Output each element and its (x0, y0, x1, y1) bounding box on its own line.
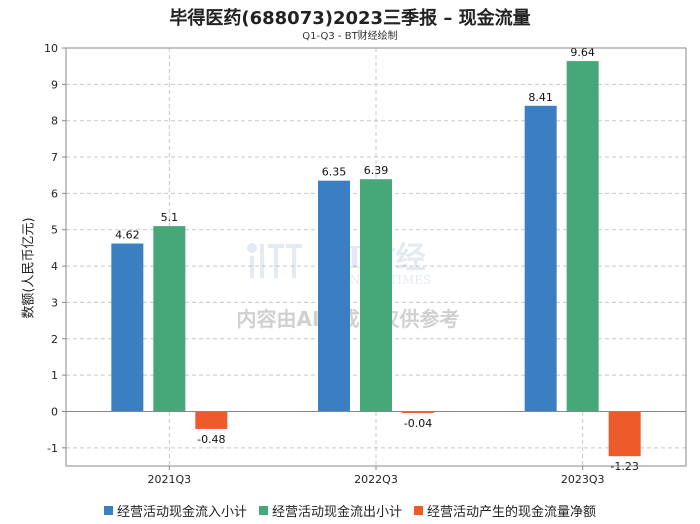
bar (566, 61, 599, 412)
bar (318, 180, 350, 412)
data-label: 8.41 (528, 91, 553, 104)
y-tick-label: 9 (51, 78, 58, 91)
y-tick-label: 0 (51, 405, 58, 418)
x-tick-label: 2023Q3 (561, 473, 605, 486)
bar (153, 226, 186, 412)
chart-subtitle: Q1-Q3 - BT财经绘制 (302, 31, 398, 42)
y-tick-label: 10 (44, 42, 58, 55)
x-tick-label: 2021Q3 (148, 473, 192, 486)
plot-frame (65, 47, 687, 467)
legend-swatch (103, 506, 113, 515)
legend: 经营活动现金流入小计 经营活动现金流出小计 经营活动产生的现金流量净额 (0, 501, 700, 520)
y-tick-label: 7 (51, 151, 58, 164)
bar (111, 243, 144, 412)
legend-item: 经营活动产生的现金流量净额 (414, 501, 596, 520)
bars (111, 61, 641, 457)
data-label: -0.48 (197, 433, 225, 446)
legend-item: 经营活动现金流出小计 (258, 501, 402, 520)
data-label: 4.62 (115, 229, 140, 242)
y-tick-label: 3 (51, 296, 58, 309)
y-axis-label: 数额(人民币亿元) (21, 217, 37, 319)
bar (608, 411, 641, 457)
data-labels: 4.62 6.35 8.41 5.1 6.39 9.64 -0.48 -0.04 -1.23 (115, 46, 639, 473)
axes: -1 0 1 2 3 4 5 6 7 8 9 10 2021Q3 2022Q3 2023Q3 (44, 42, 687, 486)
data-label: -1.23 (610, 460, 638, 473)
y-tick-label: -1 (47, 442, 58, 455)
data-label: 6.35 (322, 166, 347, 179)
y-tick-label: 1 (51, 369, 58, 382)
legend-label: 经营活动产生的现金流量净额 (427, 505, 597, 520)
y-tick-label: 5 (51, 224, 58, 237)
chart-title: 毕得医药(688073)2023三季报 – 现金流量 (169, 8, 531, 29)
y-tick-label: 4 (51, 260, 58, 273)
bar (402, 411, 434, 413)
y-tick-label: 2 (51, 333, 58, 346)
y-tick-label: 6 (51, 187, 58, 200)
data-label: 9.64 (570, 46, 595, 59)
legend-label: 经营活动现金流出小计 (271, 505, 402, 520)
legend-item: 经营活动现金流入小计 (103, 501, 247, 520)
bar (360, 179, 392, 412)
x-tick-label: 2022Q3 (354, 473, 398, 486)
data-label: -0.04 (404, 417, 432, 430)
legend-swatch (258, 506, 268, 515)
data-label: 5.1 (161, 211, 179, 224)
bar (195, 411, 228, 429)
bt-logo-icon (247, 243, 302, 278)
bar (524, 105, 557, 412)
legend-swatch (414, 506, 423, 515)
data-label: 6.39 (364, 164, 389, 177)
legend-label: 经营活动现金流入小计 (116, 505, 247, 520)
y-tick-label: 8 (51, 115, 58, 128)
